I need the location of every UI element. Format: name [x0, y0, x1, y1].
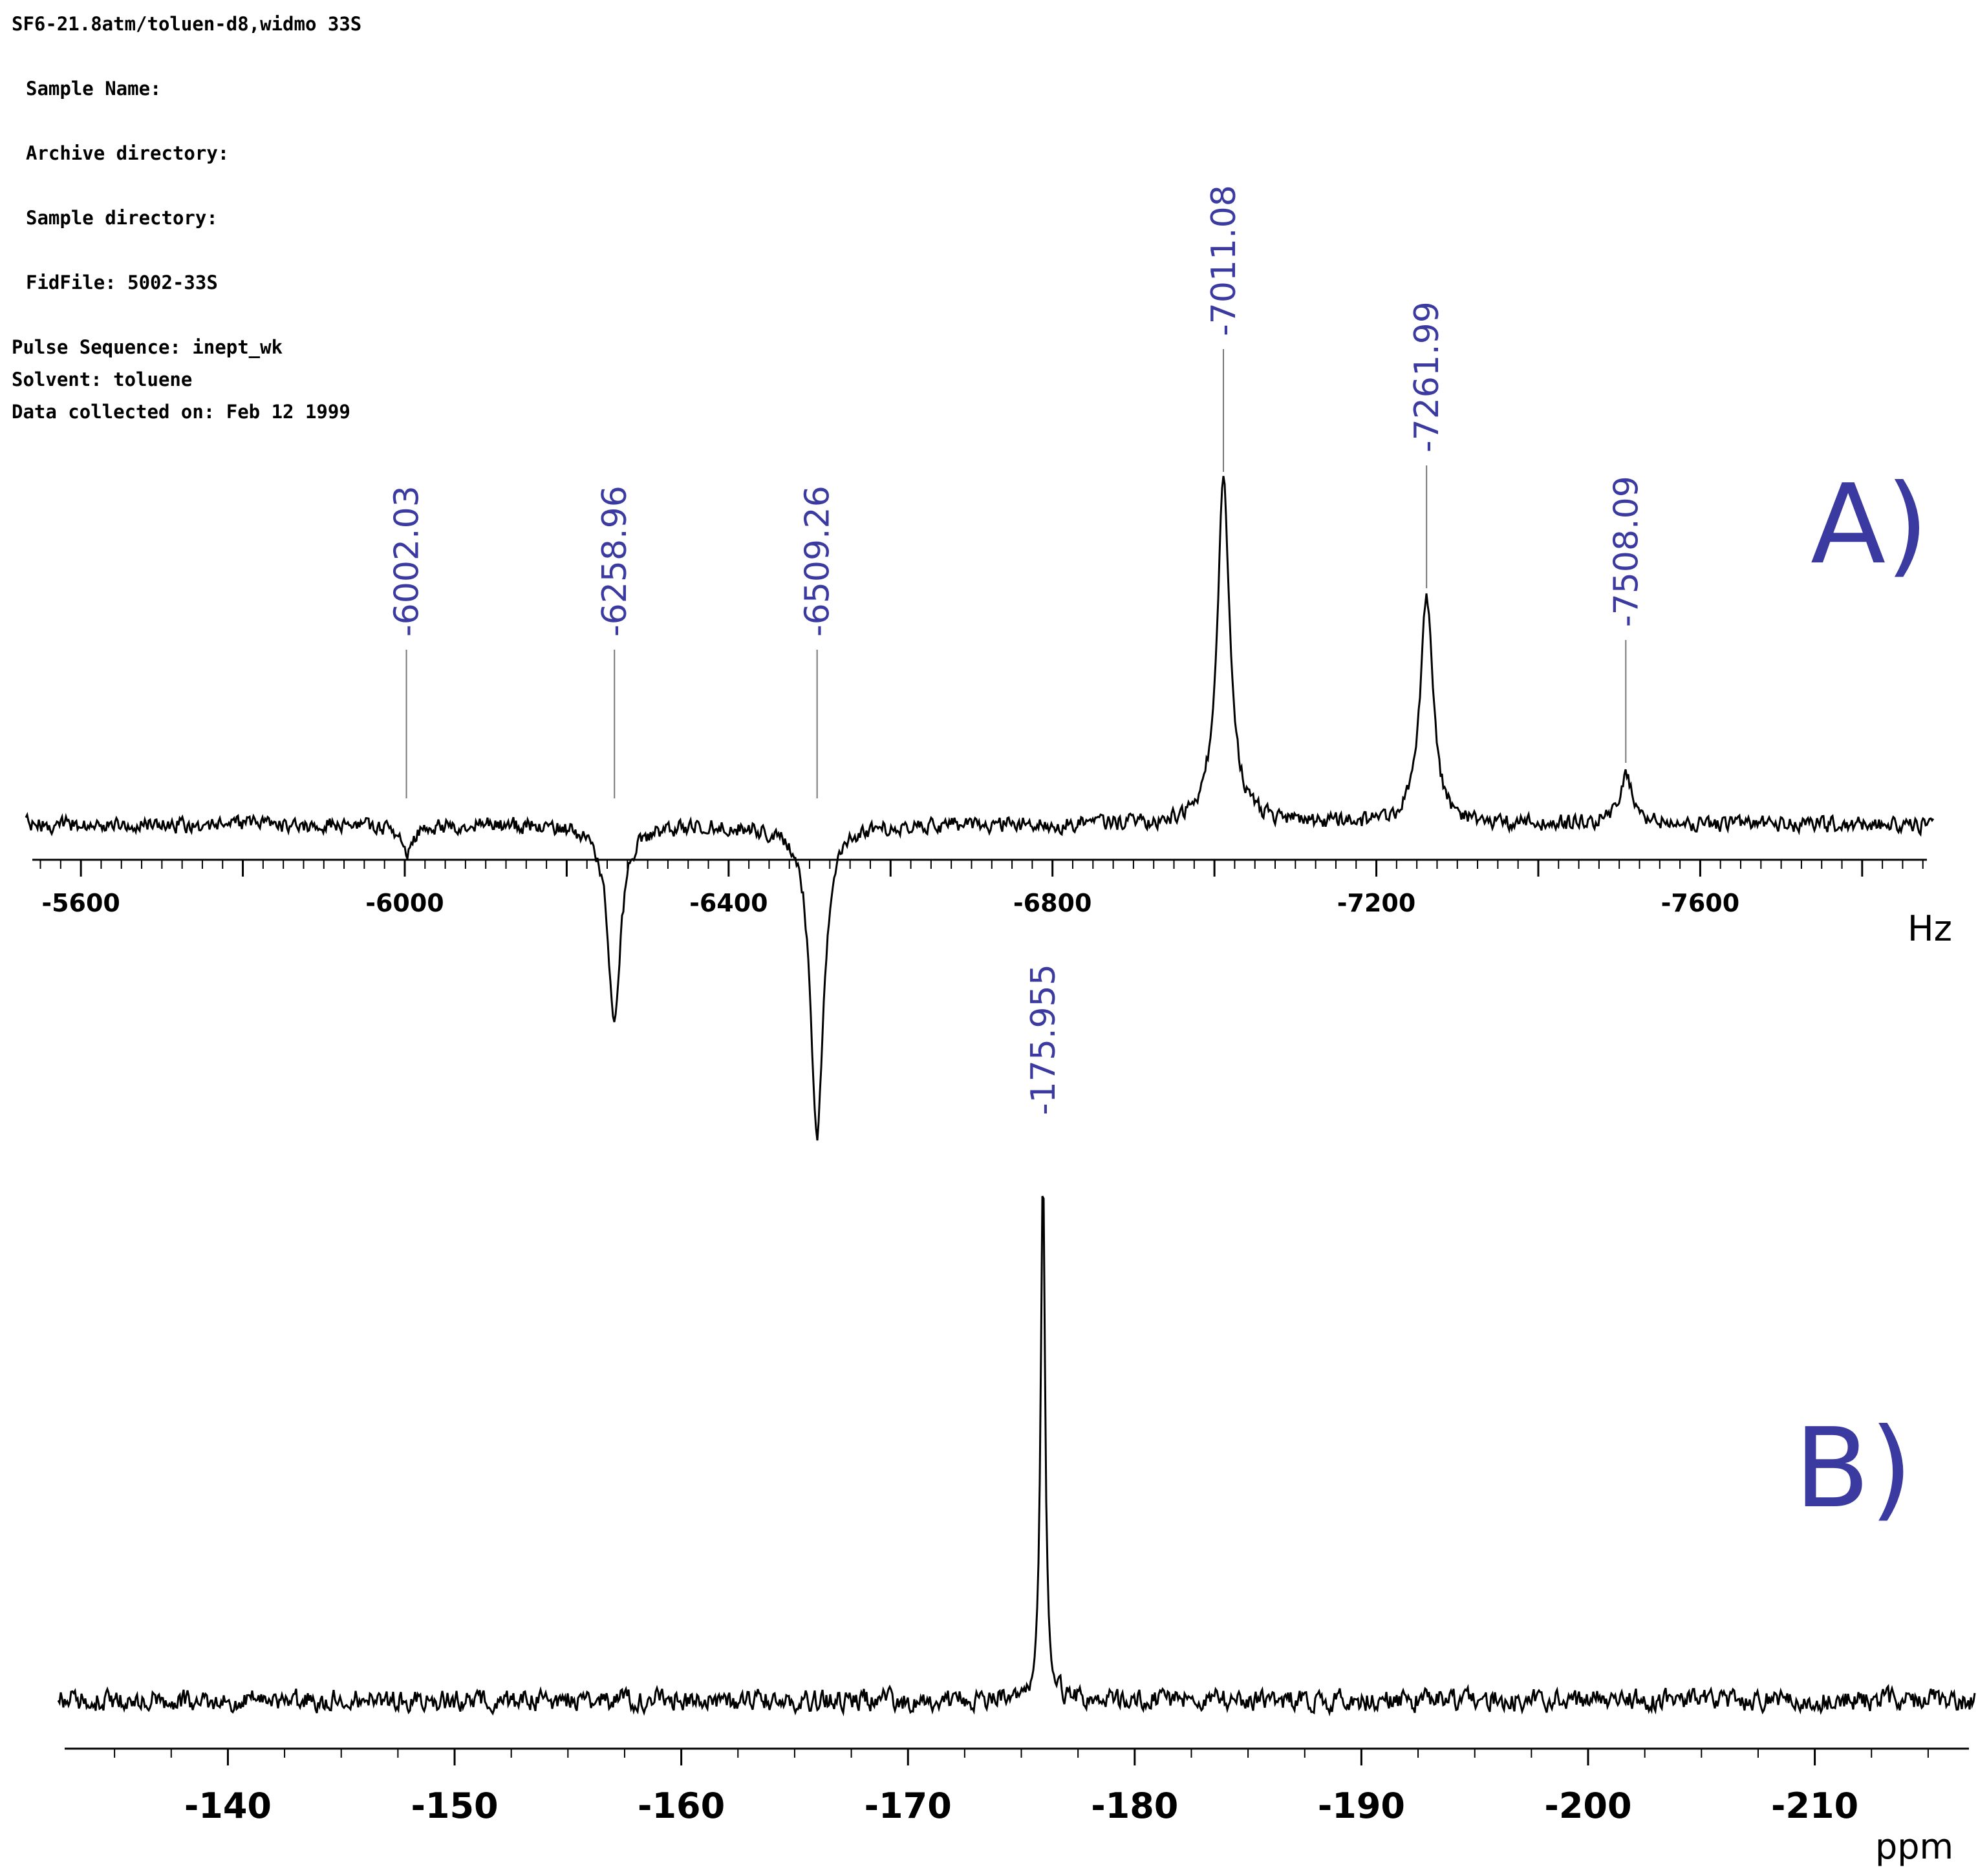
experiment-title: SF6-21.8atm/toluen-d8,widmo 33S [12, 13, 362, 35]
peak-label: -6509.26 [799, 485, 837, 637]
x-tick-label: -6800 [1013, 889, 1092, 917]
spectrum-panel-a: -5600 -6000 -6400 -6800 -7200 -7600 -6002.03-… [25, 185, 1952, 1141]
sample-name-field: Sample Name: [26, 78, 162, 100]
x-axis-unit-a: Hz [1908, 908, 1952, 949]
x-tick-label: -7600 [1661, 889, 1740, 917]
peak-label: -6258.96 [596, 485, 634, 637]
data-collected-field: Data collected on: Feb 12 1999 [12, 401, 350, 423]
x-tick-label: -160 [638, 1785, 725, 1826]
peak-label: -6002.03 [388, 485, 427, 637]
x-tick-label: -6000 [365, 889, 444, 917]
x-tick-label: -5600 [41, 889, 120, 917]
peak-label: -175.955 [1024, 964, 1063, 1115]
x-tick-label: -190 [1318, 1785, 1405, 1826]
spectrum-trace-a [25, 476, 1935, 1141]
x-tick-label: -150 [411, 1785, 498, 1826]
x-tick-label: -180 [1091, 1785, 1178, 1826]
peak-markers-a: -6002.03 -6258.96 -6509.26 -7011.08 -7261.99… [388, 185, 1646, 798]
x-ticks-a: -5600 -6000 -6400 -6800 -7200 -7600 [39, 860, 1924, 917]
fidfile-field: FidFile: 5002-33S [26, 272, 218, 293]
peak-label: -7261.99 [1408, 301, 1446, 453]
x-ticks-b: -140 -150 -160 -170 -180 -190 -200 -210 [114, 1749, 1929, 1826]
x-tick-label: -210 [1771, 1785, 1858, 1826]
panel-label-b: B) [1794, 1405, 1913, 1533]
pulse-sequence-field: Pulse Sequence: inept_wk [12, 336, 283, 358]
sample-directory-field: Sample directory: [26, 207, 218, 229]
x-tick-label: -200 [1544, 1785, 1631, 1826]
peak-label: -7508.09 [1607, 476, 1646, 627]
solvent-field: Solvent: toluene [12, 368, 193, 390]
archive-directory-field: Archive directory: [26, 142, 230, 164]
peak-label: -7011.08 [1205, 185, 1243, 336]
x-axis-unit-b: ppm [1875, 1826, 1953, 1867]
spectrum-trace-b [57, 1195, 1976, 1717]
spectrum-panel-b: -140 -150 -160 -170 -180 -190 -200 -210 -175.95… [57, 964, 1976, 1867]
peak-markers-b: -175.955 [1024, 964, 1063, 1115]
x-tick-label: -140 [184, 1785, 272, 1826]
panel-label-a: A) [1811, 461, 1929, 589]
x-tick-label: -170 [865, 1785, 952, 1826]
x-tick-label: -7200 [1337, 889, 1416, 917]
x-tick-label: -6400 [689, 889, 768, 917]
